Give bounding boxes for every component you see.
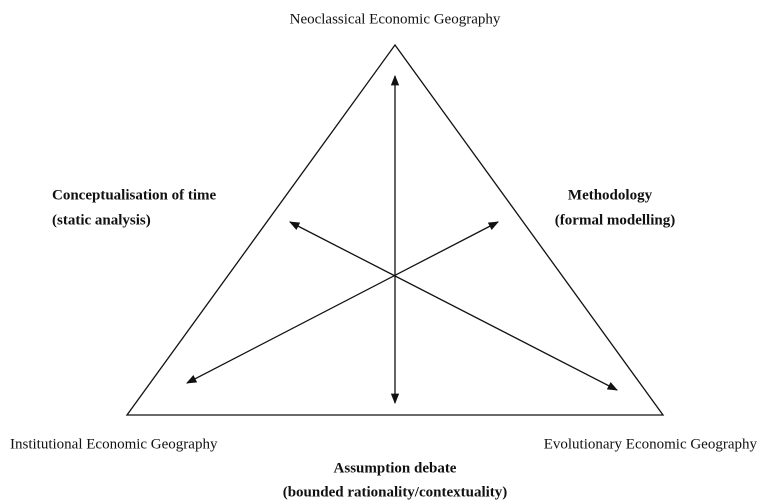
vertex-label: Neoclassical Economic Geography (290, 11, 501, 27)
dimension-subtitle: (static analysis) (52, 212, 151, 228)
vertex-label: Evolutionary Economic Geography (544, 436, 758, 452)
dimension-subtitle: (bounded rationality/contextuality) (283, 484, 508, 500)
vertex-label: Institutional Economic Geography (10, 436, 218, 452)
dimension-title: Methodology (568, 187, 653, 203)
arrow (289, 221, 618, 391)
dimension-title: Conceptualisation of time (52, 187, 217, 203)
arrow (186, 221, 499, 384)
dimension-subtitle: (formal modelling) (555, 212, 675, 228)
dimension-title: Assumption debate (334, 460, 457, 476)
